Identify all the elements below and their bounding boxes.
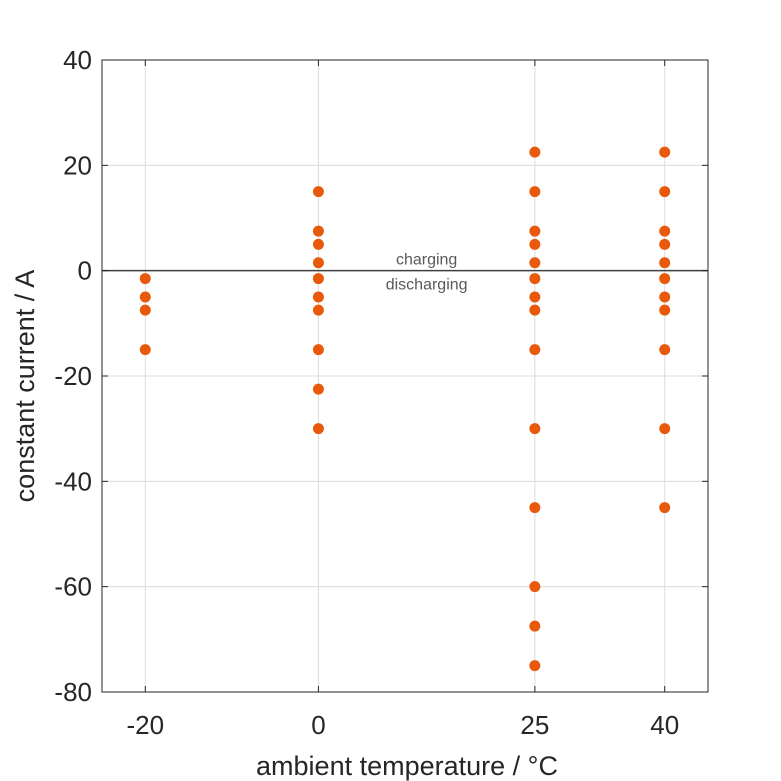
data-point (529, 257, 541, 269)
y-tick-label: 0 (78, 256, 92, 286)
data-point (139, 291, 151, 303)
y-tick-label: -80 (54, 677, 92, 707)
data-point (312, 273, 324, 285)
data-point (139, 344, 151, 356)
data-point (312, 383, 324, 395)
x-tick-label: 0 (311, 710, 325, 740)
data-point (529, 660, 541, 672)
y-tick-label: 20 (63, 150, 92, 180)
axis-ticks: -20 0 25 40 -80 -60 -40 -20 0 20 40 (54, 45, 708, 740)
data-point (659, 502, 671, 514)
data-point (312, 257, 324, 269)
annotation-charging: charging (396, 252, 457, 269)
data-point (312, 291, 324, 303)
data-point (529, 291, 541, 303)
x-axis-label: ambient temperature / °C (256, 751, 558, 781)
data-point (659, 344, 671, 356)
data-point (529, 225, 541, 237)
data-point (659, 291, 671, 303)
annotation-discharging: discharging (386, 277, 468, 294)
data-point (529, 581, 541, 593)
y-tick-label: -40 (54, 466, 92, 496)
data-point (529, 273, 541, 285)
data-point (529, 146, 541, 158)
data-point (312, 304, 324, 316)
data-points (139, 146, 671, 672)
x-tick-label: -20 (126, 710, 164, 740)
y-axis-label: constant current / A (10, 270, 40, 503)
data-point (529, 620, 541, 632)
data-point (529, 238, 541, 250)
y-tick-label: 40 (63, 45, 92, 75)
data-point (659, 304, 671, 316)
data-point (659, 238, 671, 250)
data-point (529, 423, 541, 435)
data-point (139, 304, 151, 316)
y-tick-label: -20 (54, 361, 92, 391)
data-point (659, 225, 671, 237)
data-point (659, 257, 671, 269)
data-point (312, 225, 324, 237)
data-point (529, 344, 541, 356)
data-point (659, 423, 671, 435)
data-point (529, 502, 541, 514)
x-tick-label: 40 (650, 710, 679, 740)
data-point (659, 146, 671, 158)
y-tick-label: -60 (54, 572, 92, 602)
data-point (659, 273, 671, 285)
data-point (659, 186, 671, 198)
x-tick-label: 25 (520, 710, 549, 740)
data-point (312, 344, 324, 356)
grid-lines (102, 59, 708, 693)
data-point (312, 238, 324, 250)
data-point (139, 273, 151, 285)
data-point (529, 304, 541, 316)
data-point (312, 423, 324, 435)
data-point (529, 186, 541, 198)
data-point (312, 186, 324, 198)
